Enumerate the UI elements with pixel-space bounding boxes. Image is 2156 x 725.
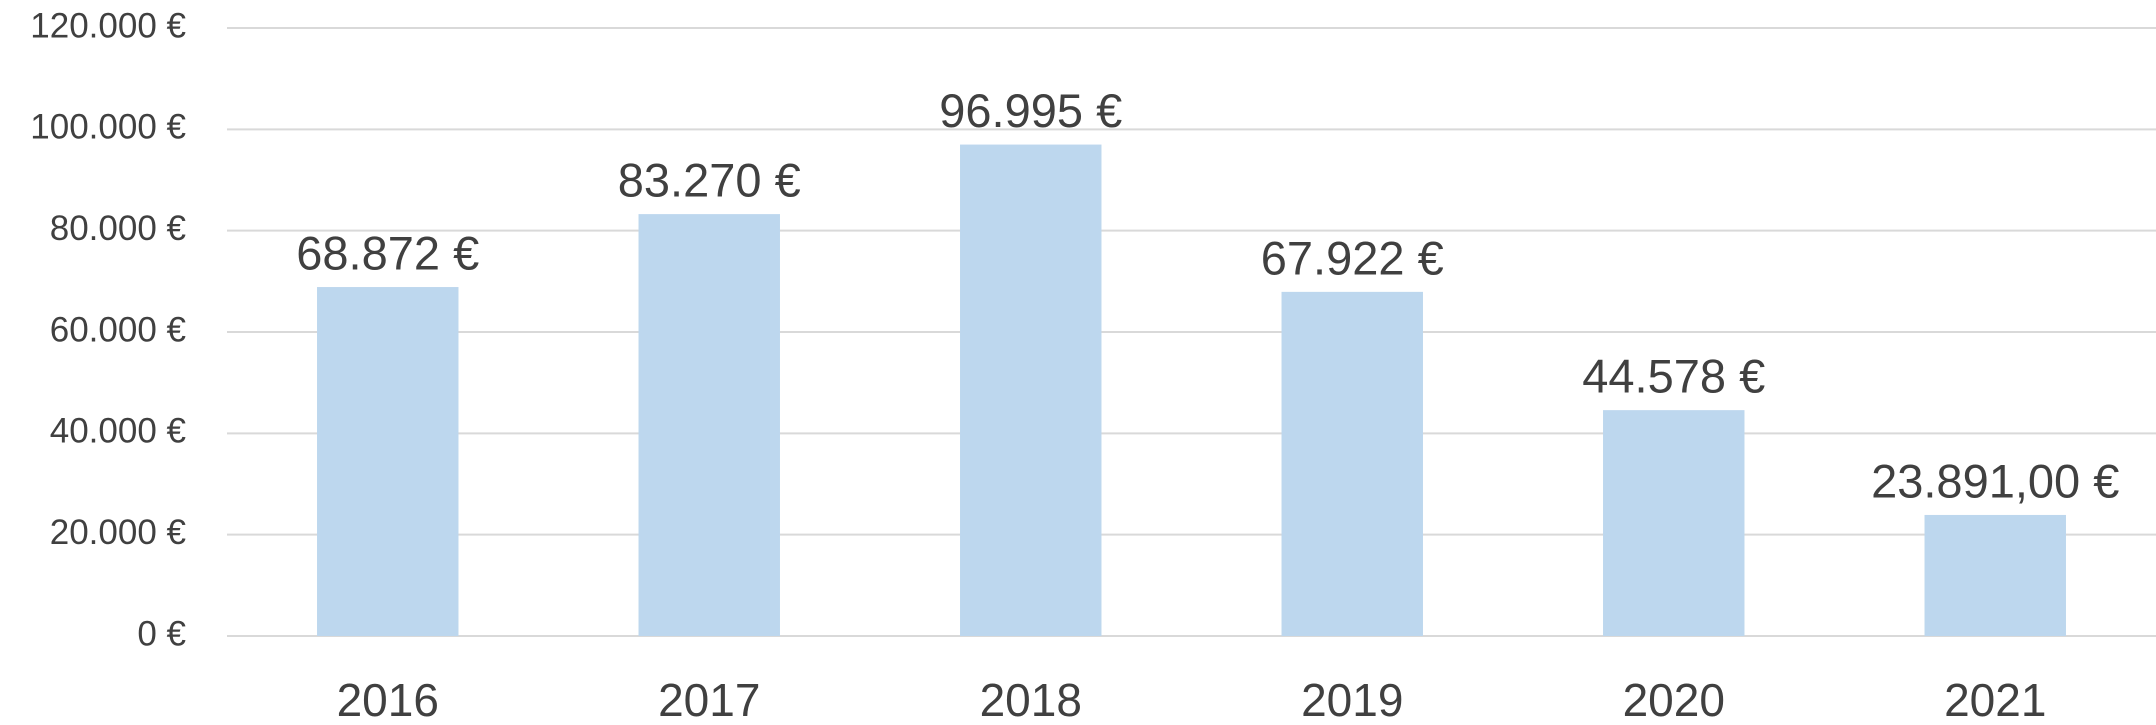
data-label: 67.922 €	[1261, 231, 1444, 284]
bar	[317, 287, 459, 636]
y-tick-label: 80.000 €	[50, 209, 186, 248]
data-label: 68.872 €	[296, 226, 479, 279]
data-label: 44.578 €	[1582, 350, 1765, 403]
x-tick-label: 2017	[658, 674, 760, 725]
y-tick-label: 0 €	[137, 614, 186, 653]
x-tick-label: 2018	[980, 674, 1082, 725]
x-tick-label: 2021	[1944, 674, 2046, 725]
bar	[960, 144, 1102, 637]
bar	[1603, 410, 1745, 636]
x-tick-label: 2019	[1301, 674, 1403, 725]
y-tick-label: 120.000 €	[30, 6, 186, 45]
bar	[1281, 291, 1423, 636]
x-tick-label: 2020	[1623, 674, 1725, 725]
data-label: 23.891,00 €	[1871, 454, 2119, 507]
y-tick-label: 20.000 €	[50, 513, 186, 552]
bar	[1924, 514, 2066, 636]
x-tick-label: 2016	[337, 674, 439, 725]
y-tick-label: 100.000 €	[30, 108, 186, 147]
y-tick-label: 40.000 €	[50, 412, 186, 451]
y-tick-label: 60.000 €	[50, 310, 186, 349]
data-label: 96.995 €	[939, 84, 1122, 137]
bar	[638, 214, 780, 636]
data-label: 83.270 €	[618, 154, 801, 207]
